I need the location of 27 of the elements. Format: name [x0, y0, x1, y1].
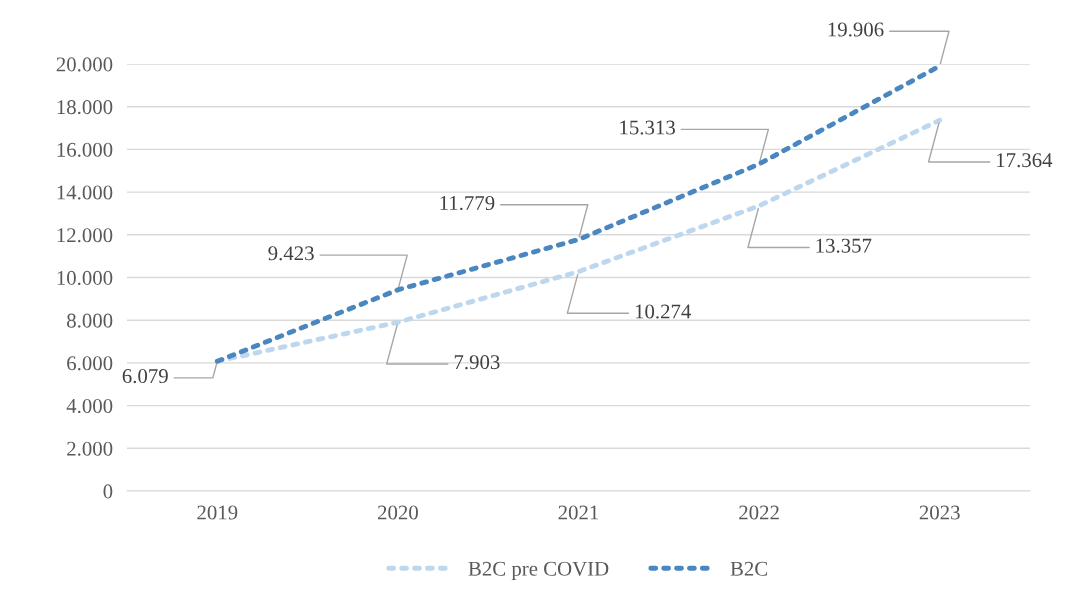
data-label: 7.903 [454, 355, 500, 370]
x-tick-label: 2019 [197, 505, 238, 520]
y-tick-label: 20.000 [56, 57, 113, 72]
data-label: 15.313 [620, 120, 675, 135]
y-tick-label: 0 [103, 484, 113, 499]
y-tick-label: 10.000 [57, 270, 113, 286]
data-label: 9.423 [268, 246, 314, 261]
y-tick-label: 4.000 [66, 398, 113, 414]
y-tick-label: 16.000 [57, 142, 113, 157]
x-tick-label: 2023 [919, 505, 960, 520]
data-label: 17.364 [997, 153, 1053, 168]
x-tick-label: 2020 [377, 505, 418, 520]
data-label: 11.779 [440, 196, 495, 211]
y-tick-label: 6.000 [67, 356, 113, 371]
y-tick-label: 14.000 [57, 185, 113, 200]
data-label: 13.357 [816, 238, 872, 253]
y-tick-label: 2.000 [67, 441, 113, 456]
y-tick-label: 8.000 [67, 313, 113, 328]
x-tick-label: 2021 [558, 505, 599, 520]
legend-label: B2C [730, 561, 768, 576]
x-tick-label: 2022 [739, 505, 779, 520]
data-label: 10.274 [635, 304, 692, 319]
data-label: 19.906 [828, 22, 884, 37]
data-label: 6.079 [122, 369, 168, 384]
legend-label: B2C pre COVID [468, 561, 609, 581]
y-tick-label: 18.000 [57, 100, 113, 115]
y-tick-label: 12.000 [57, 228, 113, 243]
